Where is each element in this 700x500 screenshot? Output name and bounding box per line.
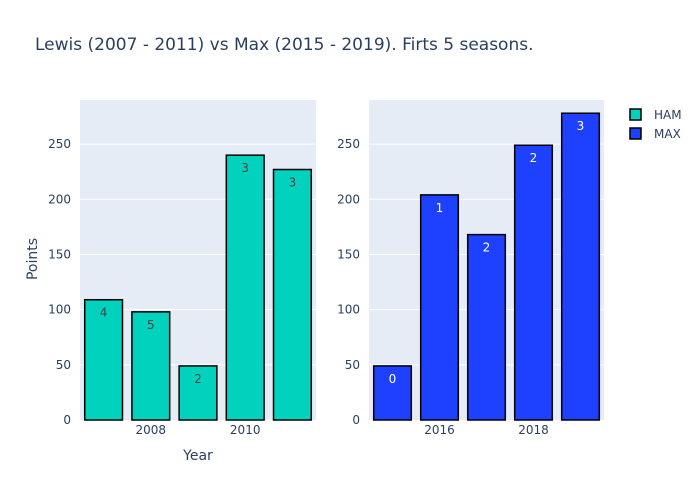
bar-max-2018[interactable]	[513, 144, 554, 421]
y-tick-label: 50	[56, 358, 71, 372]
panel-max: 0 50 100 150 200 250 0 1 2 2 3 2016 2018	[337, 100, 604, 437]
x-tick-label: 2018	[518, 423, 549, 437]
y-tick-label: 0	[352, 413, 360, 427]
y-tick-label: 150	[337, 247, 360, 261]
y-tick-label: 100	[48, 303, 71, 317]
bar-max-2016[interactable]	[419, 194, 460, 421]
bar-label: 3	[241, 161, 249, 175]
bar-max-2019[interactable]	[560, 112, 601, 421]
bar-ham-2007[interactable]	[83, 298, 124, 421]
y-tick-label: 250	[337, 137, 360, 151]
legend-swatch	[629, 127, 642, 140]
bar-ham-2010[interactable]	[225, 154, 265, 421]
y-axis-title: Points	[25, 238, 41, 280]
bar-ham-2009[interactable]	[178, 365, 218, 421]
bar-label: 2	[194, 372, 202, 386]
y-tick-label: 0	[63, 413, 71, 427]
y-tick-label: 200	[48, 192, 71, 206]
panel-ham: 0 50 100 150 200 250 4 5 2 3 3 2008 2010	[48, 100, 316, 437]
bar-label: 5	[147, 318, 155, 332]
legend-label: MAX	[654, 127, 681, 141]
x-tick-label: 2008	[136, 423, 167, 437]
bar-label: 2	[530, 151, 538, 165]
x-tick-label: 2016	[424, 423, 455, 437]
y-tick-label: 250	[48, 137, 71, 151]
bar-label: 1	[436, 201, 444, 215]
bar-ham-2008[interactable]	[131, 311, 171, 421]
legend-label: HAM	[654, 108, 682, 122]
legend-swatch	[629, 108, 642, 121]
legend[interactable]: HAM MAX	[629, 108, 682, 141]
bar-label: 3	[577, 119, 585, 133]
y-tick-label: 150	[48, 247, 71, 261]
x-axis-title: Year	[182, 448, 213, 464]
bar-label: 2	[483, 241, 491, 255]
y-tick-label: 100	[337, 303, 360, 317]
bar-max-2015[interactable]	[372, 365, 413, 421]
bar-max-2017[interactable]	[466, 233, 507, 421]
bar-label: 3	[289, 176, 297, 190]
legend-item-ham[interactable]: HAM	[629, 108, 682, 122]
bar-label: 0	[389, 372, 397, 386]
chart-title: Lewis (2007 - 2011) vs Max (2015 - 2019)…	[35, 35, 534, 55]
y-tick-label: 50	[345, 358, 360, 372]
legend-item-max[interactable]: MAX	[629, 127, 681, 141]
y-tick-label: 200	[337, 192, 360, 206]
x-tick-label: 2010	[230, 423, 261, 437]
bar-ham-2011[interactable]	[272, 168, 313, 421]
bar-label: 4	[100, 306, 108, 320]
